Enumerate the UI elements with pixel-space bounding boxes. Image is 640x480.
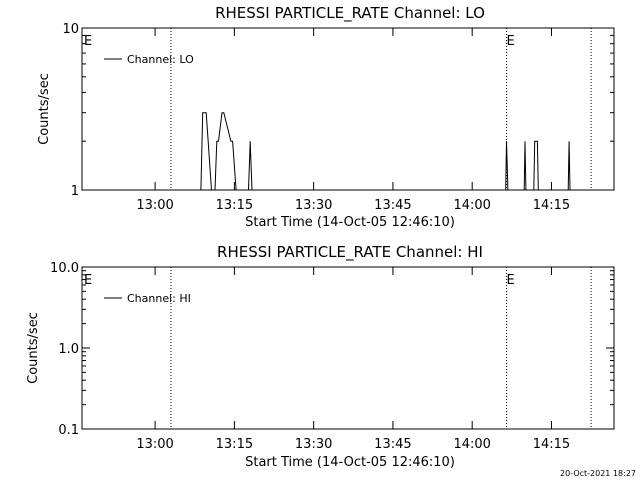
y-tick-label: 1.0	[58, 342, 79, 357]
y-axis-label-hi: Counts/sec	[26, 312, 41, 384]
x-tick-label: 13:00	[136, 198, 173, 213]
panel-lo: RHESSI PARTICLE_RATE Channel: LO Start T…	[37, 4, 615, 230]
legend-label-lo: Channel: LO	[127, 53, 194, 66]
x-tick-label: 13:15	[216, 437, 253, 452]
x-tick-label: 14:00	[453, 437, 490, 452]
x-tick-label: 13:30	[295, 198, 332, 213]
x-tick-label: 14:15	[533, 198, 570, 213]
y-tick-label: 1	[71, 184, 79, 199]
chart-title-hi: RHESSI PARTICLE_RATE Channel: HI	[217, 243, 483, 262]
y-tick-label: 10	[62, 22, 79, 37]
x-axis-label-hi: Start Time (14-Oct-05 12:46:10)	[245, 455, 455, 470]
x-tick-label: 14:15	[533, 437, 570, 452]
x-tick-label: 13:45	[374, 198, 411, 213]
y-axis-label-lo: Counts/sec	[37, 73, 52, 145]
y-tick-label: 0.1	[58, 423, 79, 438]
event-marker-label: E	[507, 34, 515, 49]
legend-label-hi: Channel: HI	[127, 292, 191, 305]
series-line	[200, 112, 571, 191]
x-tick-label: 14:00	[453, 198, 490, 213]
event-marker-label: E	[84, 273, 92, 288]
footer-timestamp: 20-Oct-2021 18:27	[560, 469, 636, 478]
event-marker-label: E	[84, 34, 92, 49]
x-tick-label: 13:45	[374, 437, 411, 452]
event-marker-label: E	[507, 273, 515, 288]
x-tick-label: 13:15	[216, 198, 253, 213]
x-tick-label: 13:00	[136, 437, 173, 452]
x-axis-label-lo: Start Time (14-Oct-05 12:46:10)	[245, 215, 455, 230]
chart-title-lo: RHESSI PARTICLE_RATE Channel: LO	[215, 4, 485, 23]
y-tick-label: 10.0	[50, 261, 79, 276]
x-tick-label: 13:30	[295, 437, 332, 452]
panel-hi: RHESSI PARTICLE_RATE Channel: HI Start T…	[26, 243, 615, 470]
